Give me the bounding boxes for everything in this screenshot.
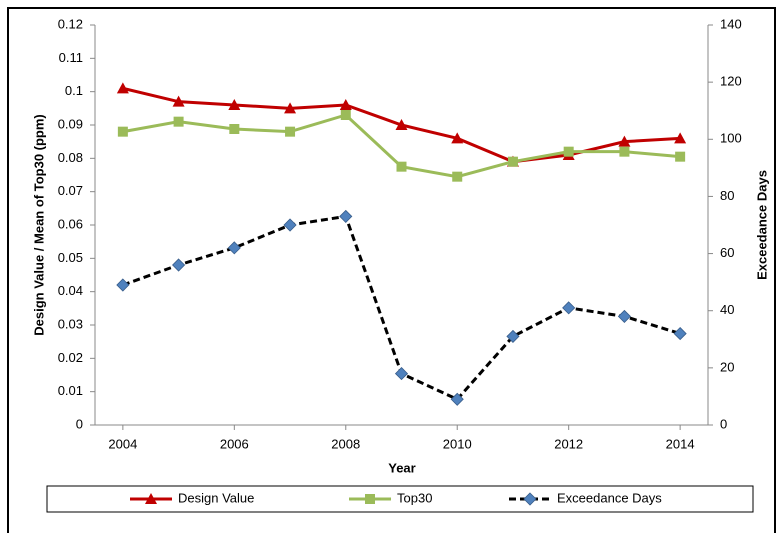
x-tick-label: 2012 bbox=[554, 436, 583, 451]
marker bbox=[618, 135, 631, 147]
y-tick-label: 0.06 bbox=[58, 216, 83, 231]
marker bbox=[116, 82, 129, 94]
x-tick-label: 2014 bbox=[666, 436, 695, 451]
legend-marker bbox=[145, 493, 157, 504]
legend-marker bbox=[523, 492, 537, 506]
y-tick-label: 0.04 bbox=[58, 283, 83, 298]
marker bbox=[396, 161, 407, 172]
y2-axis-label: Exceedance Days bbox=[754, 170, 769, 280]
marker bbox=[227, 241, 241, 255]
y-tick-label: 0.03 bbox=[58, 316, 83, 331]
chart-border bbox=[7, 7, 776, 533]
legend-marker bbox=[365, 494, 375, 504]
legend-box bbox=[46, 485, 754, 513]
y-tick-label: 0.09 bbox=[58, 116, 83, 131]
x-tick-label: 2004 bbox=[108, 436, 137, 451]
marker bbox=[117, 126, 128, 137]
marker bbox=[394, 367, 409, 381]
y2-tick-label: 100 bbox=[720, 131, 742, 146]
marker bbox=[284, 102, 297, 114]
marker bbox=[673, 327, 687, 341]
marker bbox=[228, 99, 241, 110]
y2-tick-label: 60 bbox=[720, 245, 734, 260]
y-tick-label: 0.12 bbox=[58, 16, 83, 31]
legend-label: Exceedance Days bbox=[557, 490, 662, 505]
marker bbox=[451, 132, 464, 144]
y2-tick-label: 80 bbox=[720, 188, 734, 203]
marker bbox=[283, 218, 297, 232]
marker bbox=[173, 116, 184, 127]
marker bbox=[172, 95, 185, 107]
y-tick-label: 0.07 bbox=[58, 183, 83, 198]
x-axis-label: Year bbox=[388, 460, 415, 475]
y-tick-label: 0.08 bbox=[58, 150, 83, 165]
y2-tick-label: 0 bbox=[720, 416, 727, 431]
y2-tick-label: 40 bbox=[720, 302, 734, 317]
y-tick-label: 0 bbox=[76, 416, 83, 431]
marker bbox=[395, 119, 408, 130]
marker bbox=[507, 156, 518, 167]
legend-label: Top30 bbox=[397, 490, 432, 505]
marker bbox=[674, 132, 687, 144]
marker bbox=[452, 171, 463, 182]
marker bbox=[617, 309, 631, 323]
marker bbox=[506, 329, 520, 343]
y2-tick-label: 140 bbox=[720, 16, 742, 31]
y-axis-label: Design Value / Mean of Top30 (ppm) bbox=[31, 114, 46, 336]
marker bbox=[450, 392, 464, 406]
x-tick-label: 2010 bbox=[443, 436, 472, 451]
marker bbox=[229, 124, 240, 134]
marker bbox=[339, 209, 353, 223]
y-tick-label: 0.01 bbox=[58, 383, 83, 398]
marker bbox=[339, 99, 352, 110]
legend-label: Design Value bbox=[178, 490, 254, 505]
marker bbox=[619, 146, 630, 157]
y2-tick-label: 20 bbox=[720, 359, 734, 374]
marker bbox=[675, 151, 686, 162]
x-tick-label: 2008 bbox=[331, 436, 360, 451]
y-tick-label: 0.05 bbox=[58, 250, 83, 265]
x-tick-label: 2006 bbox=[220, 436, 249, 451]
marker bbox=[562, 301, 576, 315]
marker bbox=[285, 126, 296, 137]
y2-tick-label: 120 bbox=[720, 74, 742, 89]
y-tick-label: 0.02 bbox=[58, 350, 83, 365]
marker bbox=[563, 146, 574, 157]
y-tick-label: 0.1 bbox=[65, 83, 83, 98]
marker bbox=[172, 258, 186, 272]
marker bbox=[340, 110, 351, 120]
y-tick-label: 0.11 bbox=[59, 50, 83, 65]
marker bbox=[116, 278, 130, 292]
